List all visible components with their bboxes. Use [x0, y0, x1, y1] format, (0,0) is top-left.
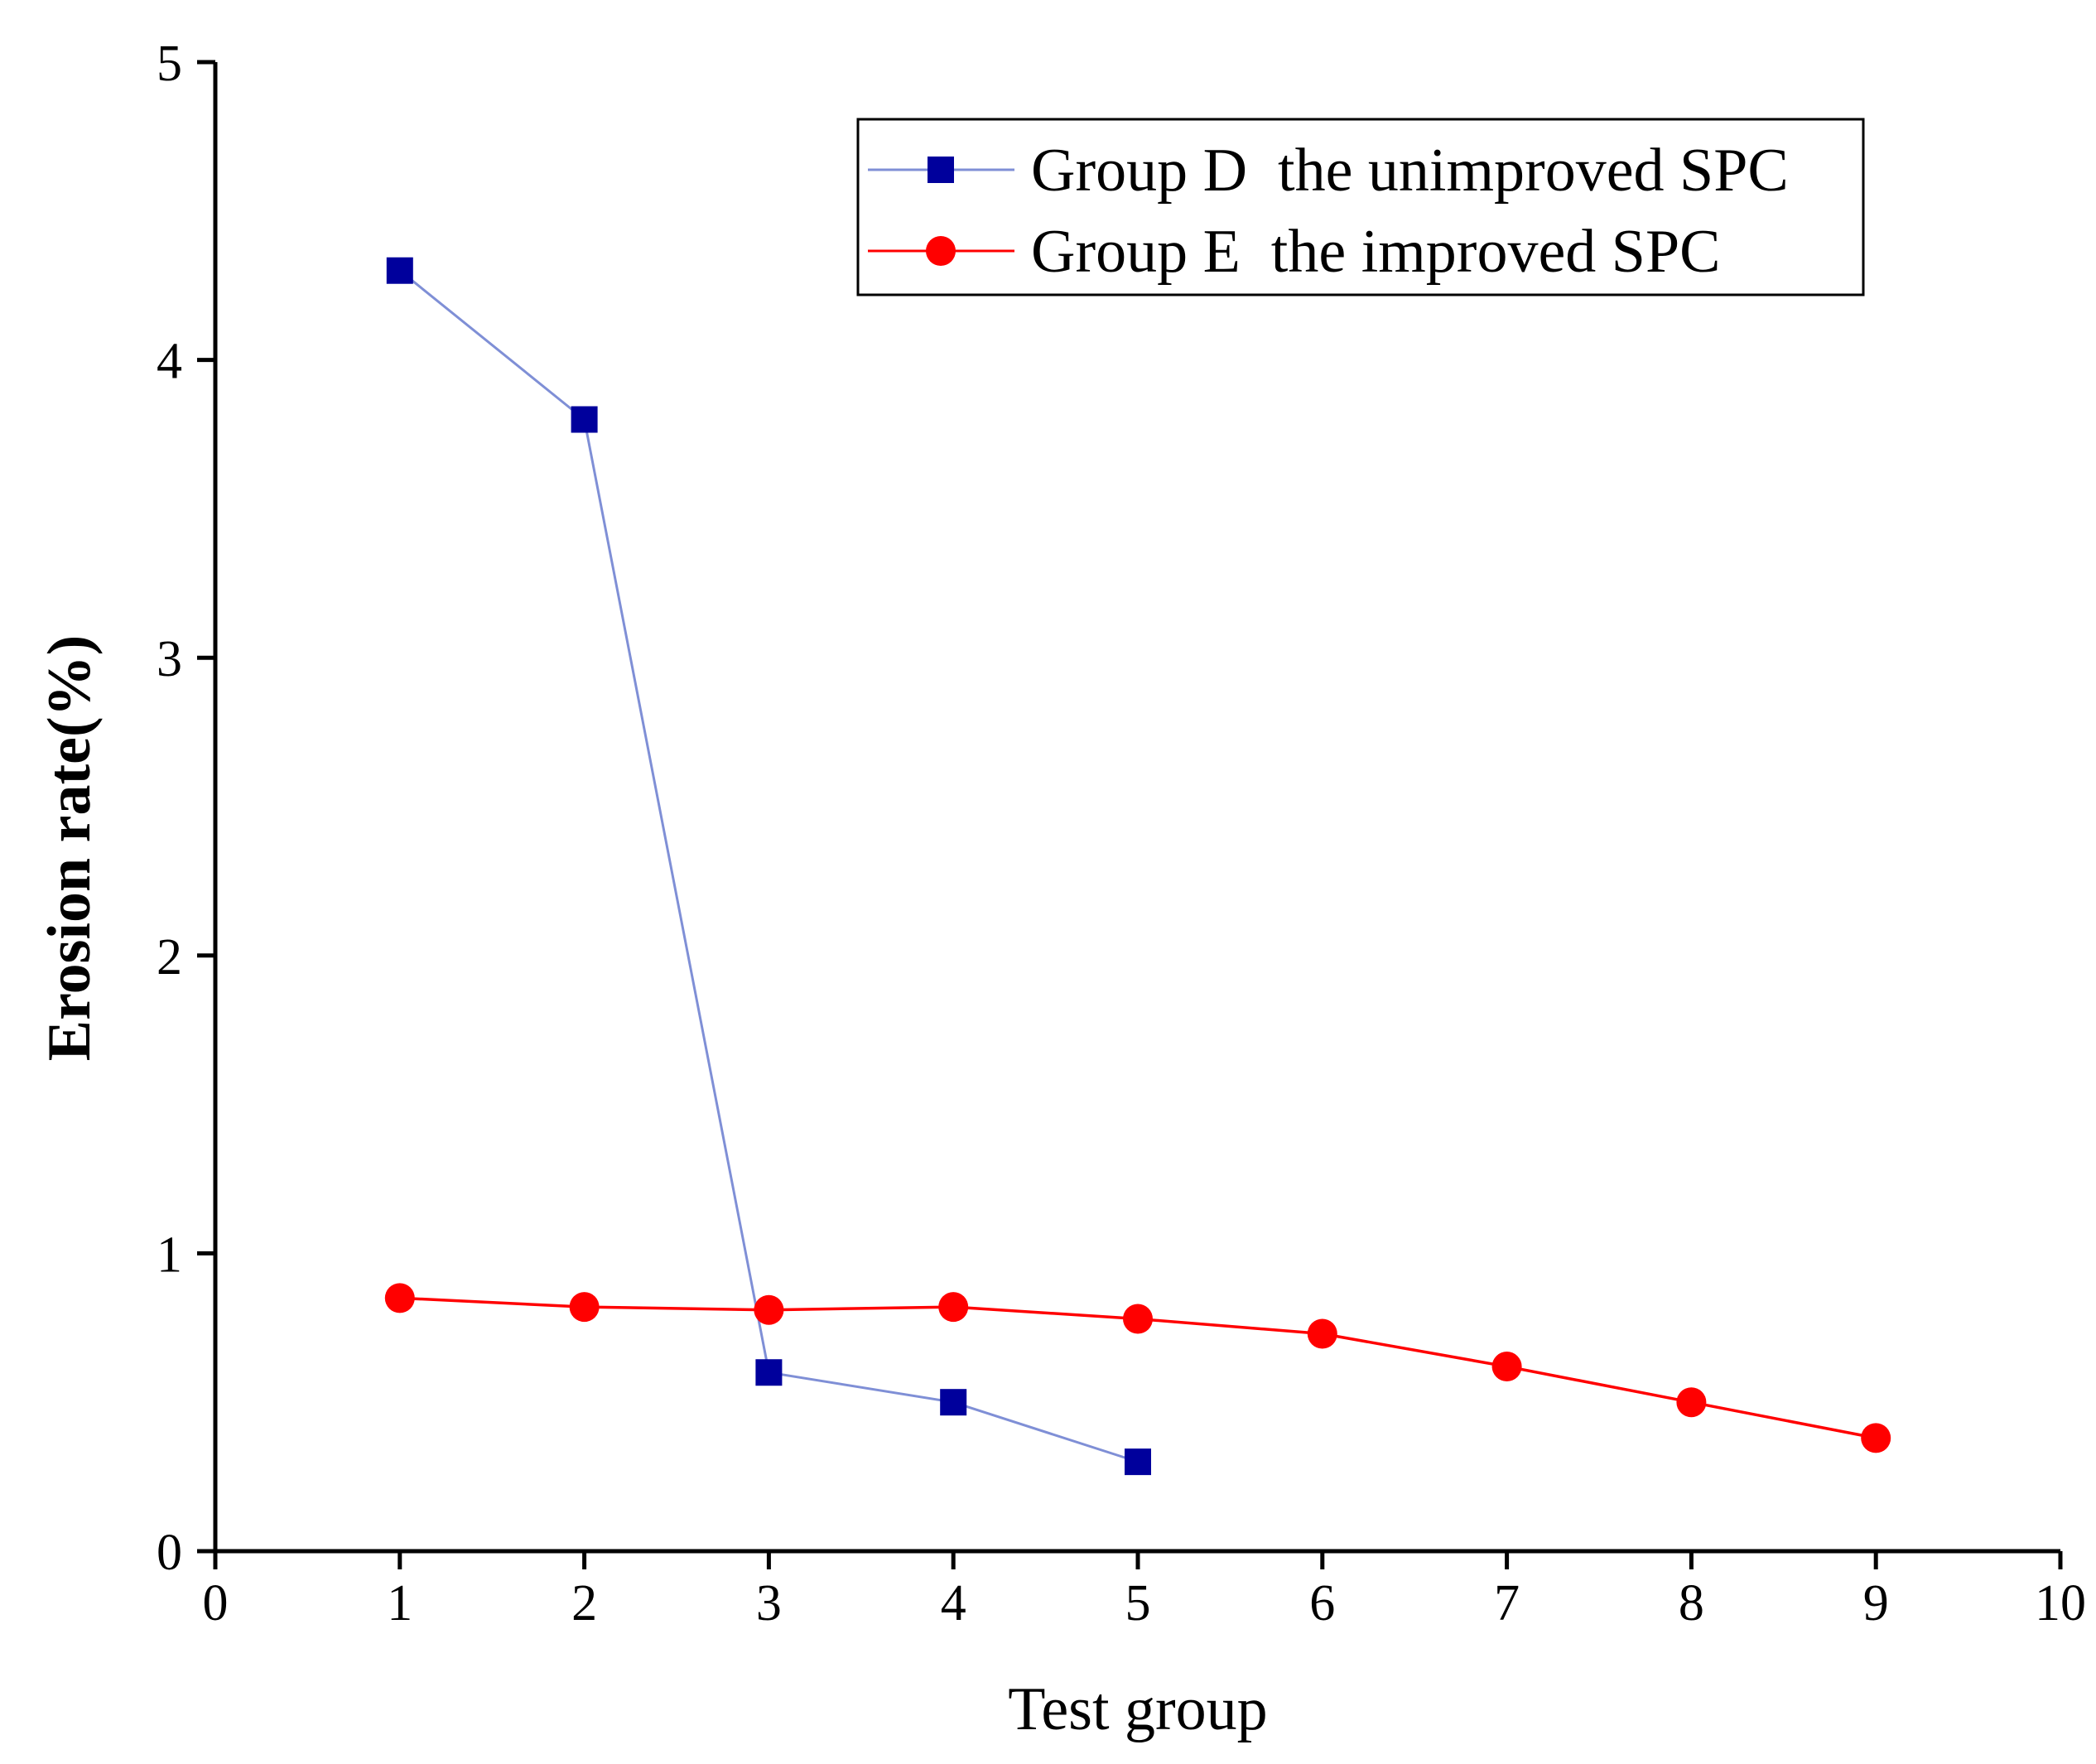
data-point-circle [1123, 1304, 1153, 1334]
x-tick-label: 9 [1863, 1575, 1889, 1631]
y-tick-label: 4 [157, 334, 182, 390]
x-tick-label: 2 [571, 1575, 597, 1631]
legend-entry-group-d: Group D the unimproved SPC [868, 137, 1789, 205]
data-point-square [571, 406, 598, 433]
data-point-circle [1307, 1318, 1337, 1349]
series-group-d [386, 257, 1151, 1476]
x-tick-label: 3 [756, 1575, 782, 1631]
series-group-e [384, 1283, 1891, 1453]
y-tick-label: 2 [157, 929, 182, 986]
x-tick-label: 0 [203, 1575, 229, 1631]
x-tick-label: 8 [1679, 1575, 1704, 1631]
y-tick-label: 1 [157, 1227, 182, 1283]
data-point-square [940, 1389, 967, 1416]
y-axis-title: Erosion rate(%) [36, 635, 104, 1062]
x-tick-label: 10 [2035, 1575, 2086, 1631]
x-tick-label: 1 [387, 1575, 412, 1631]
x-tick-label: 7 [1494, 1575, 1520, 1631]
legend-marker-square [928, 157, 954, 183]
data-point-circle [754, 1294, 784, 1325]
x-axis-title: Test group [1008, 1675, 1267, 1743]
data-point-circle [569, 1292, 600, 1323]
y-tick-label: 5 [157, 36, 182, 92]
data-point-square [386, 257, 413, 284]
legend-label-group-e: Group E the improved SPC [1031, 218, 1720, 286]
legend-label-group-d: Group D the unimproved SPC [1031, 137, 1789, 205]
legend: Group D the unimproved SPC Group E the i… [856, 118, 1865, 296]
x-tick-label: 6 [1309, 1575, 1335, 1631]
y-axis-ticks: 0 1 2 3 4 5 [157, 36, 215, 1581]
data-point-circle [1861, 1423, 1891, 1453]
y-tick-label: 3 [157, 631, 182, 687]
x-axis-ticks: 0 1 2 3 4 5 6 7 8 9 10 [203, 1551, 2086, 1631]
data-point-square [755, 1359, 783, 1386]
data-point-square [1125, 1448, 1151, 1476]
data-point-circle [938, 1292, 969, 1323]
plot-series [384, 257, 1891, 1476]
legend-marker-circle [926, 236, 956, 266]
legend-box [856, 118, 1865, 296]
y-tick-label: 0 [157, 1525, 182, 1581]
data-point-circle [1491, 1352, 1522, 1382]
data-point-circle [384, 1283, 415, 1313]
data-point-circle [1676, 1387, 1707, 1418]
x-tick-label: 4 [941, 1575, 966, 1631]
legend-entry-group-e: Group E the improved SPC [868, 218, 1720, 286]
x-tick-label: 5 [1125, 1575, 1151, 1631]
